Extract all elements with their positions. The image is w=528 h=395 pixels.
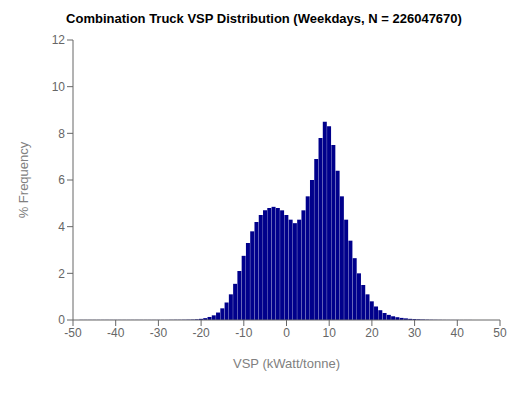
svg-text:2: 2 <box>58 267 65 281</box>
svg-text:20: 20 <box>365 326 379 340</box>
svg-text:12: 12 <box>52 33 66 47</box>
svg-text:50: 50 <box>493 326 507 340</box>
svg-text:30: 30 <box>408 326 422 340</box>
svg-text:4: 4 <box>58 220 65 234</box>
svg-text:6: 6 <box>58 173 65 187</box>
svg-text:8: 8 <box>58 127 65 141</box>
svg-text:-50: -50 <box>64 326 82 340</box>
svg-text:40: 40 <box>451 326 465 340</box>
html-text:Combination Truck VSP Distribu: Combination Truck VSP Distribution (Week… <box>66 11 462 26</box>
svg-text:-40: -40 <box>107 326 125 340</box>
svg-text:VSP (kWatt/tonne): VSP (kWatt/tonne) <box>233 356 340 371</box>
svg-text:0: 0 <box>283 326 290 340</box>
svg-text:10: 10 <box>52 80 66 94</box>
svg-text:-10: -10 <box>235 326 253 340</box>
svg-text:-30: -30 <box>150 326 168 340</box>
svg-text:10: 10 <box>323 326 337 340</box>
svg-text:0: 0 <box>58 313 65 327</box>
svg-text:% Frequency: % Frequency <box>16 141 31 218</box>
svg-text:-20: -20 <box>192 326 210 340</box>
